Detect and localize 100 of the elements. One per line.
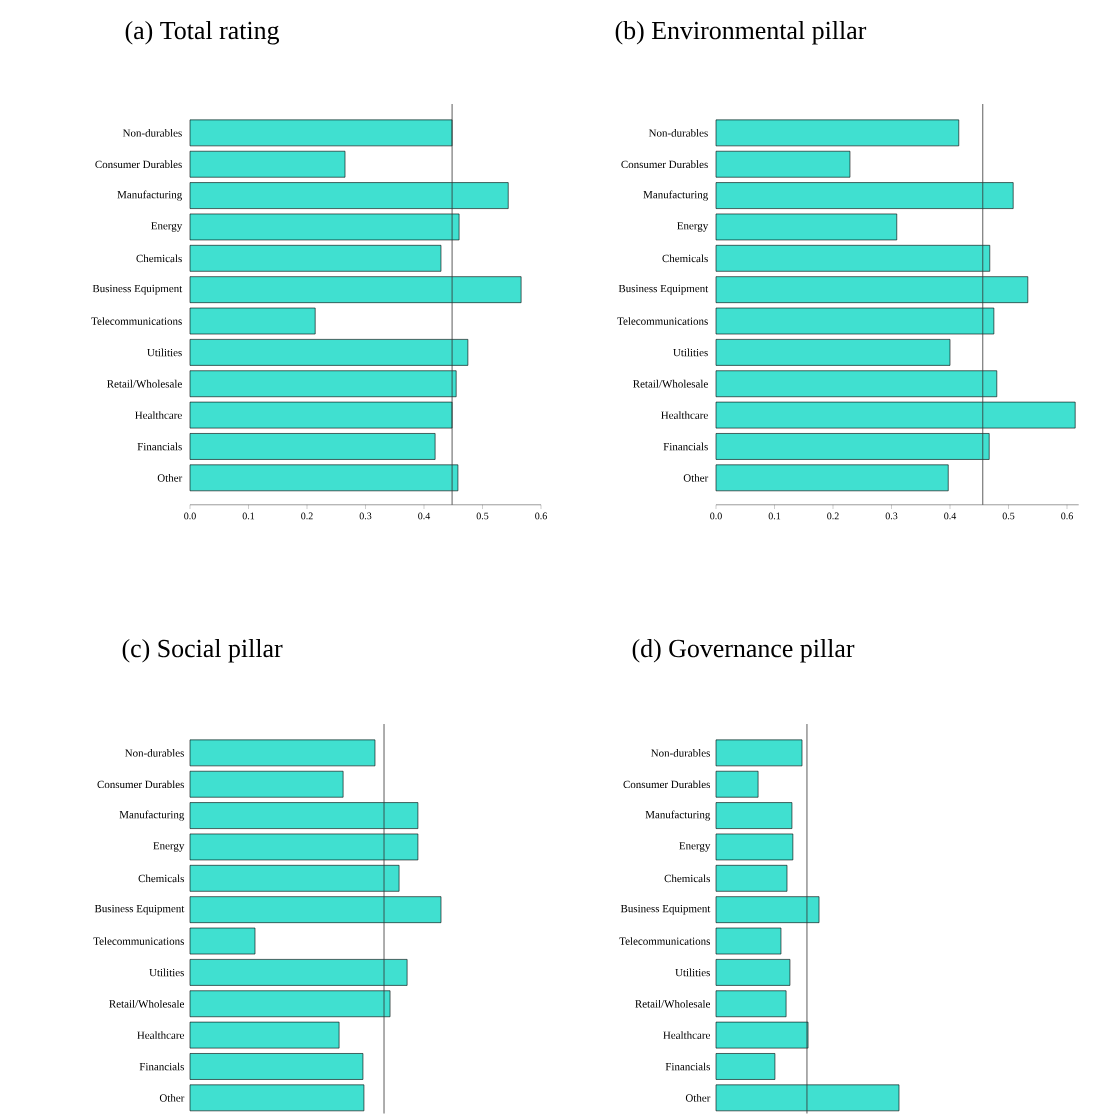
x-tick-label: 0.3 — [885, 512, 898, 520]
y-tick-label: Manufacturing — [117, 190, 183, 201]
y-tick-label: Healthcare — [137, 1031, 184, 1039]
bar — [715, 119, 960, 147]
y-tick-label: Utilities — [149, 968, 184, 977]
x-tick-label: 0.5 — [1002, 512, 1015, 520]
y-tick-label: Retail/Wholesale — [633, 379, 708, 388]
y-tick-label: Other — [157, 473, 183, 482]
bar — [715, 276, 1029, 303]
bar — [715, 370, 998, 398]
y-tick-label: Healthcare — [663, 1031, 710, 1039]
y-tick-label: Other — [159, 1093, 185, 1102]
bar — [715, 990, 787, 1018]
y-tick-label: Retail/Wholesale — [107, 379, 182, 388]
y-tick-label: Retail/Wholesale — [109, 999, 184, 1008]
bar — [189, 307, 316, 335]
y-tick-label: Non-durables — [651, 749, 710, 757]
bar — [715, 245, 991, 272]
x-tick-label: 0.4 — [418, 512, 431, 520]
bar — [715, 307, 995, 335]
x-tick-label: 0.1 — [768, 512, 781, 520]
bar — [189, 245, 442, 272]
y-tick-label: Telecommunications — [93, 937, 184, 945]
bar — [189, 802, 419, 829]
y-tick-label: Consumer Durables — [95, 160, 182, 169]
x-tick-label: 0.0 — [710, 512, 722, 520]
bar — [189, 119, 453, 147]
y-tick-label: Healthcare — [661, 411, 708, 419]
bar — [189, 833, 419, 861]
bar — [189, 339, 469, 366]
bar — [715, 802, 793, 829]
bar — [715, 182, 1014, 209]
x-tick-label: 0.4 — [944, 512, 957, 520]
bar — [189, 182, 509, 209]
bar — [189, 464, 459, 492]
bar — [715, 896, 820, 923]
bar — [715, 433, 990, 460]
y-tick-label: Financials — [665, 1062, 710, 1071]
bar — [715, 213, 898, 241]
bar — [715, 150, 851, 178]
y-tick-label: Manufacturing — [119, 810, 185, 821]
bar — [189, 150, 346, 178]
bar — [189, 370, 457, 398]
y-tick-label: Manufacturing — [643, 190, 709, 201]
bar — [715, 927, 782, 955]
bar — [189, 959, 408, 986]
bar — [715, 1053, 776, 1080]
y-tick-label: Utilities — [675, 968, 710, 977]
y-tick-label: Other — [683, 473, 709, 482]
y-tick-label: Retail/Wholesale — [635, 999, 710, 1008]
bar — [715, 770, 759, 798]
chart-title: (d) Governance pillar — [632, 639, 855, 663]
y-tick-label: Business Equipment — [618, 284, 709, 295]
y-tick-label: Chemicals — [664, 874, 710, 883]
y-tick-label: Non-durables — [122, 129, 182, 137]
y-tick-label: Non-durables — [125, 749, 184, 757]
bar — [715, 865, 788, 892]
chart-title: (c) Social pillar — [122, 639, 283, 663]
bar — [189, 739, 376, 767]
y-tick-label: Consumer Durables — [97, 780, 184, 789]
x-tick-label: 0.6 — [535, 512, 547, 520]
y-tick-label: Consumer Durables — [621, 160, 708, 169]
y-tick-label: Telecommunications — [617, 317, 708, 325]
x-tick-label: 0.2 — [827, 512, 839, 520]
bar — [715, 833, 794, 861]
y-tick-label: Financials — [139, 1062, 184, 1071]
y-tick-label: Telecommunications — [619, 937, 710, 945]
x-tick-label: 0.0 — [184, 512, 196, 520]
chart-title: (a) Total rating — [125, 21, 280, 45]
bar — [189, 1053, 364, 1080]
bar — [189, 213, 460, 241]
x-tick-label: 0.6 — [1061, 512, 1073, 520]
bar — [189, 770, 344, 798]
bar — [715, 1084, 900, 1112]
x-tick-label: 0.1 — [242, 512, 255, 520]
y-tick-label: Energy — [153, 842, 185, 852]
bar — [715, 739, 803, 767]
bar — [189, 276, 522, 303]
bar — [715, 339, 951, 366]
bar — [189, 990, 391, 1018]
bar — [189, 1084, 365, 1112]
y-tick-label: Chemicals — [138, 874, 184, 883]
x-tick-label: 0.3 — [359, 512, 372, 520]
bar — [189, 433, 436, 460]
y-tick-label: Healthcare — [135, 411, 182, 419]
y-tick-label: Consumer Durables — [623, 780, 710, 789]
y-tick-label: Business Equipment — [92, 284, 183, 295]
bar — [189, 927, 256, 955]
y-tick-label: Energy — [679, 842, 711, 852]
bar — [189, 1021, 340, 1049]
y-tick-label: Utilities — [673, 348, 708, 357]
y-tick-label: Business Equipment — [94, 904, 185, 915]
bar — [715, 464, 949, 492]
y-tick-label: Energy — [151, 222, 183, 232]
chart-title: (b) Environmental pillar — [615, 21, 867, 45]
y-tick-label: Manufacturing — [645, 810, 711, 821]
bar — [189, 865, 400, 892]
y-tick-label: Chemicals — [136, 254, 182, 263]
x-tick-label: 0.5 — [476, 512, 489, 520]
y-tick-label: Business Equipment — [620, 904, 711, 915]
